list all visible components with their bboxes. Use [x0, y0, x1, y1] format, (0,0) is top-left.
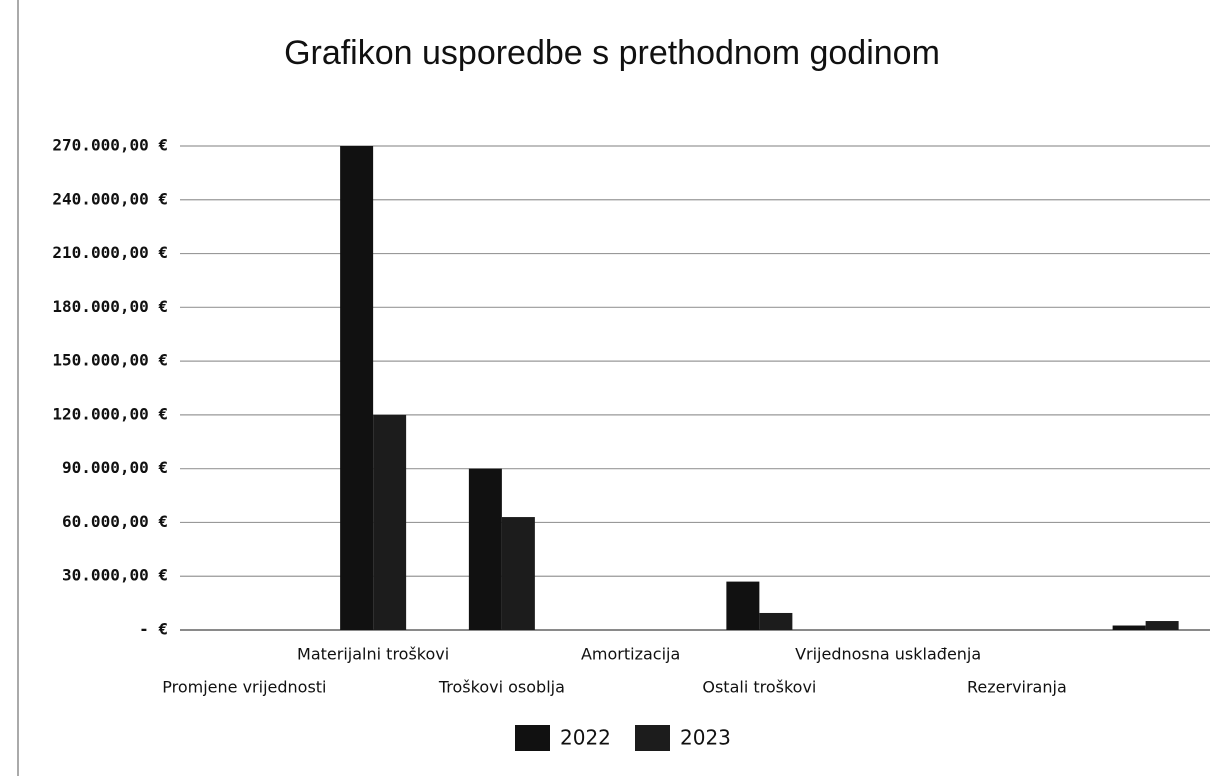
- x-tick-label: Rezerviranja: [967, 678, 1067, 697]
- bar: [726, 581, 760, 630]
- x-tick-label: Troškovi osoblja: [438, 678, 565, 697]
- bar: [759, 612, 793, 630]
- y-tick-label: 30.000,00 €: [62, 566, 168, 585]
- legend-swatch: [515, 725, 550, 751]
- x-tick-label: Promjene vrijednosti: [162, 678, 326, 697]
- chart-title: Grafikon usporedbe s prethodnom godinom: [284, 34, 940, 72]
- y-tick-label: 60.000,00 €: [62, 512, 168, 531]
- bar: [1112, 625, 1146, 630]
- y-tick-label: 90.000,00 €: [62, 458, 168, 477]
- y-tick-label: 210.000,00 €: [52, 243, 168, 262]
- y-tick-label: - €: [139, 620, 168, 639]
- legend-label: 2022: [560, 726, 611, 750]
- legend-swatch: [635, 725, 670, 751]
- y-tick-label: 270.000,00 €: [52, 136, 168, 155]
- bar: [373, 414, 407, 630]
- bar: [468, 468, 502, 630]
- x-tick-label: Ostali troškovi: [702, 678, 816, 697]
- y-tick-label: 120.000,00 €: [52, 404, 168, 423]
- y-tick-label: 180.000,00 €: [52, 297, 168, 316]
- x-tick-label: Vrijednosna usklađenja: [795, 645, 981, 664]
- x-tick-label: Materijalni troškovi: [297, 645, 449, 664]
- y-tick-label: 150.000,00 €: [52, 351, 168, 370]
- y-tick-label: 240.000,00 €: [52, 189, 168, 208]
- bar: [340, 146, 374, 630]
- x-tick-label: Amortizacija: [581, 645, 680, 664]
- legend-label: 2023: [680, 726, 731, 750]
- bar: [501, 517, 535, 630]
- bar: [1145, 621, 1179, 630]
